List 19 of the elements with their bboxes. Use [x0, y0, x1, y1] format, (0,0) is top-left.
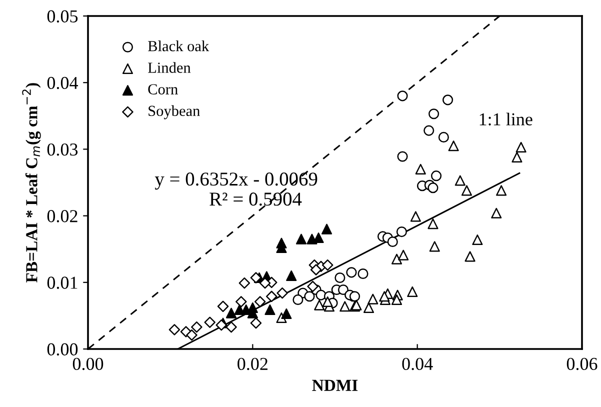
legend-label: Linden [148, 62, 191, 73]
legend-label: Corn [148, 84, 178, 94]
legend-label: Soybean [148, 105, 200, 120]
y-tick-label: 0.01 [47, 276, 78, 289]
y-axis-title: FB=LAI * Leaf C$_{m}$(g cm$^{−2}$) [22, 83, 41, 282]
legend-label: Black oak [148, 40, 210, 52]
y-tick-label: 0.02 [47, 210, 78, 222]
x-tick-label: 0.00 [72, 358, 104, 370]
annotation: R² = 0.5904 [210, 192, 302, 206]
annotation: y = 0.6352x - 0.0069 [154, 172, 318, 190]
y-tick-label: 0.05 [47, 10, 78, 23]
x-axis-title: NDMI [312, 380, 358, 391]
annotation: 1:1 line [480, 112, 532, 126]
y-tick-label: 0.00 [47, 343, 78, 356]
y-tick-label: 0.03 [47, 143, 78, 156]
y-tick-label: 0.04 [47, 76, 78, 90]
x-tick-label: 0.02 [238, 358, 268, 370]
x-tick-label: 0.04 [402, 358, 433, 370]
x-tick-label: 0.06 [566, 358, 598, 370]
